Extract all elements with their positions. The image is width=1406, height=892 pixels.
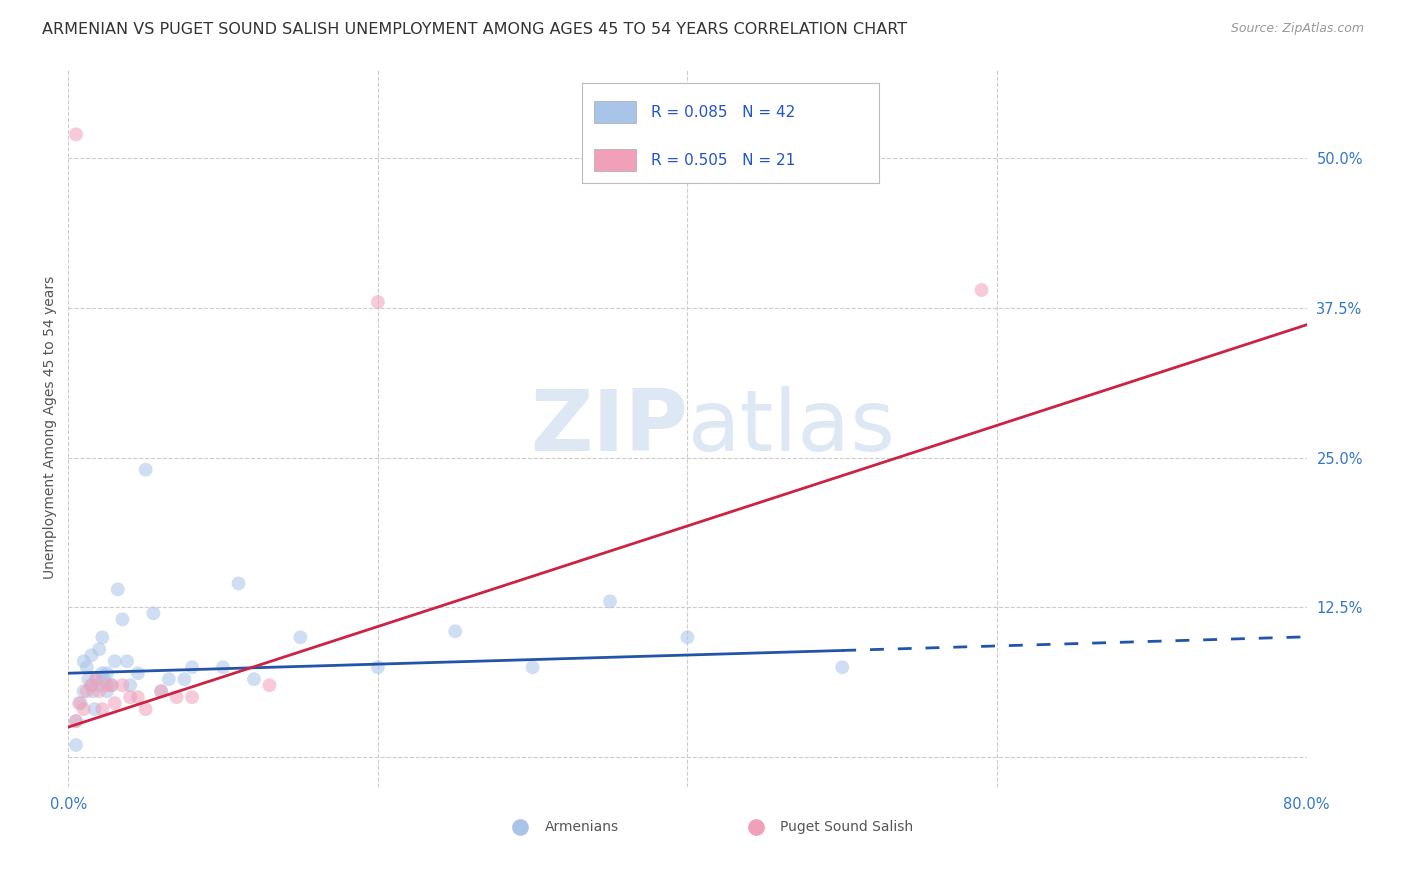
Point — [84, 672, 107, 686]
Point — [100, 678, 122, 692]
Point — [367, 660, 389, 674]
Point — [80, 678, 103, 692]
Point — [135, 702, 157, 716]
Point — [96, 666, 118, 681]
Point — [73, 654, 96, 668]
Point — [522, 660, 544, 674]
Point — [444, 624, 467, 639]
Point — [212, 660, 235, 674]
Point — [111, 612, 134, 626]
Point — [181, 660, 204, 674]
Point — [599, 594, 621, 608]
Point — [73, 684, 96, 698]
Point — [80, 648, 103, 663]
Point — [142, 607, 165, 621]
Point — [120, 678, 142, 692]
Point — [89, 684, 111, 698]
Text: Armenians: Armenians — [546, 820, 619, 833]
Point — [127, 666, 149, 681]
Point — [290, 630, 312, 644]
Point — [93, 672, 115, 686]
Point — [120, 690, 142, 705]
Text: ZIP: ZIP — [530, 386, 688, 469]
Point — [65, 714, 87, 728]
Point — [96, 684, 118, 698]
Point — [76, 684, 98, 698]
Point — [127, 690, 149, 705]
Point — [259, 678, 281, 692]
Point — [96, 678, 118, 692]
Point — [157, 672, 180, 686]
Point — [173, 672, 195, 686]
Point — [111, 678, 134, 692]
Point — [89, 642, 111, 657]
Point — [831, 660, 853, 674]
Point — [367, 295, 389, 310]
Point — [243, 672, 266, 686]
Point — [69, 696, 91, 710]
Point — [107, 582, 129, 597]
Point — [104, 696, 127, 710]
Point — [91, 630, 114, 644]
Point — [77, 672, 100, 686]
Point — [73, 702, 96, 716]
Point — [89, 678, 111, 692]
Point — [91, 666, 114, 681]
Point — [91, 702, 114, 716]
Point — [181, 690, 204, 705]
Point — [135, 463, 157, 477]
Point — [115, 654, 138, 668]
Text: Source: ZipAtlas.com: Source: ZipAtlas.com — [1230, 22, 1364, 36]
Text: ARMENIAN VS PUGET SOUND SALISH UNEMPLOYMENT AMONG AGES 45 TO 54 YEARS CORRELATIO: ARMENIAN VS PUGET SOUND SALISH UNEMPLOYM… — [42, 22, 907, 37]
Point — [76, 660, 98, 674]
Point — [82, 684, 104, 698]
Point — [150, 684, 173, 698]
Point — [65, 128, 87, 142]
Point — [150, 684, 173, 698]
Point — [83, 702, 105, 716]
Point — [65, 714, 87, 728]
Point — [104, 654, 127, 668]
Text: Puget Sound Salish: Puget Sound Salish — [780, 820, 914, 833]
Point — [65, 738, 87, 752]
Point — [67, 696, 90, 710]
Point — [970, 283, 993, 297]
Point — [80, 678, 103, 692]
Point — [676, 630, 699, 644]
Y-axis label: Unemployment Among Ages 45 to 54 years: Unemployment Among Ages 45 to 54 years — [44, 277, 58, 580]
Point — [84, 672, 107, 686]
Point — [228, 576, 250, 591]
Point — [100, 678, 122, 692]
Text: atlas: atlas — [688, 386, 896, 469]
Point — [166, 690, 188, 705]
